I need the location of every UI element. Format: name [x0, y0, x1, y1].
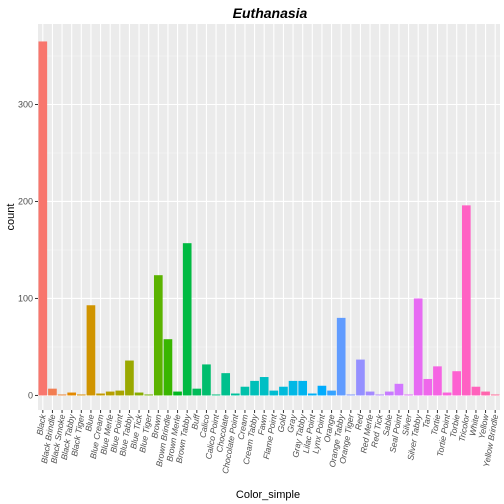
bar: [96, 393, 105, 396]
bar: [115, 390, 125, 396]
chart-title: Euthanasia: [233, 5, 308, 21]
bar: [356, 359, 365, 396]
bar: [153, 275, 163, 396]
bar: [125, 360, 134, 396]
bar: [298, 380, 308, 396]
bar: [211, 394, 221, 396]
x-tick-label: Silver: [400, 412, 414, 436]
x-tick-label: Blue: [83, 413, 96, 432]
y-tick-label: 200: [18, 196, 33, 206]
bar: [144, 394, 154, 396]
bar: [481, 391, 490, 396]
bar: [433, 366, 442, 396]
bar: [192, 388, 202, 396]
bar: [105, 391, 115, 396]
x-tick-label: Gray: [285, 413, 298, 434]
bar: [279, 386, 288, 396]
bar: [327, 390, 336, 396]
bar: [269, 390, 279, 396]
bar: [163, 339, 173, 396]
bar: [182, 243, 192, 396]
bar: [76, 394, 86, 396]
x-tick-label: White: [467, 413, 481, 436]
bar: [221, 373, 231, 396]
bar: [86, 305, 96, 396]
bar: [288, 380, 298, 396]
y-tick-label: 300: [18, 99, 33, 109]
bar: [336, 317, 346, 396]
bar: [442, 392, 452, 396]
plot-panel: [38, 24, 500, 410]
bar: [404, 394, 413, 396]
bar: [394, 383, 404, 396]
bar: [250, 380, 259, 396]
bar: [134, 392, 144, 396]
bar: [307, 393, 317, 396]
x-tick-label: Torbie: [448, 413, 462, 438]
bar: [423, 378, 433, 396]
x-tick-label: Fawn: [256, 413, 270, 435]
y-tick-label: 100: [18, 293, 33, 303]
bar: [317, 385, 327, 396]
bar: [202, 364, 211, 396]
x-tick-label: Tricolor: [457, 412, 472, 442]
y-axis-title: count: [5, 204, 17, 231]
x-axis-title: Color_simple: [236, 489, 300, 501]
bar: [173, 391, 182, 396]
bar: [57, 394, 67, 396]
bar: [471, 386, 481, 396]
bar: [67, 392, 77, 396]
bar: [452, 371, 462, 396]
x-tick-label: Orange: [322, 413, 337, 443]
bar: [38, 41, 48, 396]
x-tick-label: Calico: [197, 413, 211, 438]
x-tick-label: Sable: [381, 413, 395, 436]
bar: [230, 393, 240, 396]
y-tick-label: 0: [28, 390, 33, 400]
bar: [413, 298, 423, 396]
bar: [346, 394, 356, 396]
bar: [490, 394, 500, 396]
bar: [365, 391, 375, 396]
bar: [375, 394, 385, 396]
bar: [259, 377, 269, 396]
x-tick-label: Brown: [149, 413, 163, 439]
bar: [461, 205, 471, 396]
x-tick-label: Red: [353, 413, 366, 430]
x-tick-label: Cream: [236, 414, 250, 441]
x-tick-label: Yellow: [476, 413, 490, 440]
x-tick-label: Tortie: [429, 413, 443, 436]
bars: [38, 41, 500, 396]
x-tick-label: Tan: [421, 413, 433, 429]
bar: [240, 386, 250, 396]
y-axis: 0 100 200 300: [18, 99, 38, 400]
x-tick-label: Black: [34, 413, 48, 436]
x-tick-label: Gold: [275, 413, 288, 433]
bar: [384, 391, 394, 396]
x-tick-label: Buff: [189, 412, 202, 430]
bar: [48, 388, 57, 396]
